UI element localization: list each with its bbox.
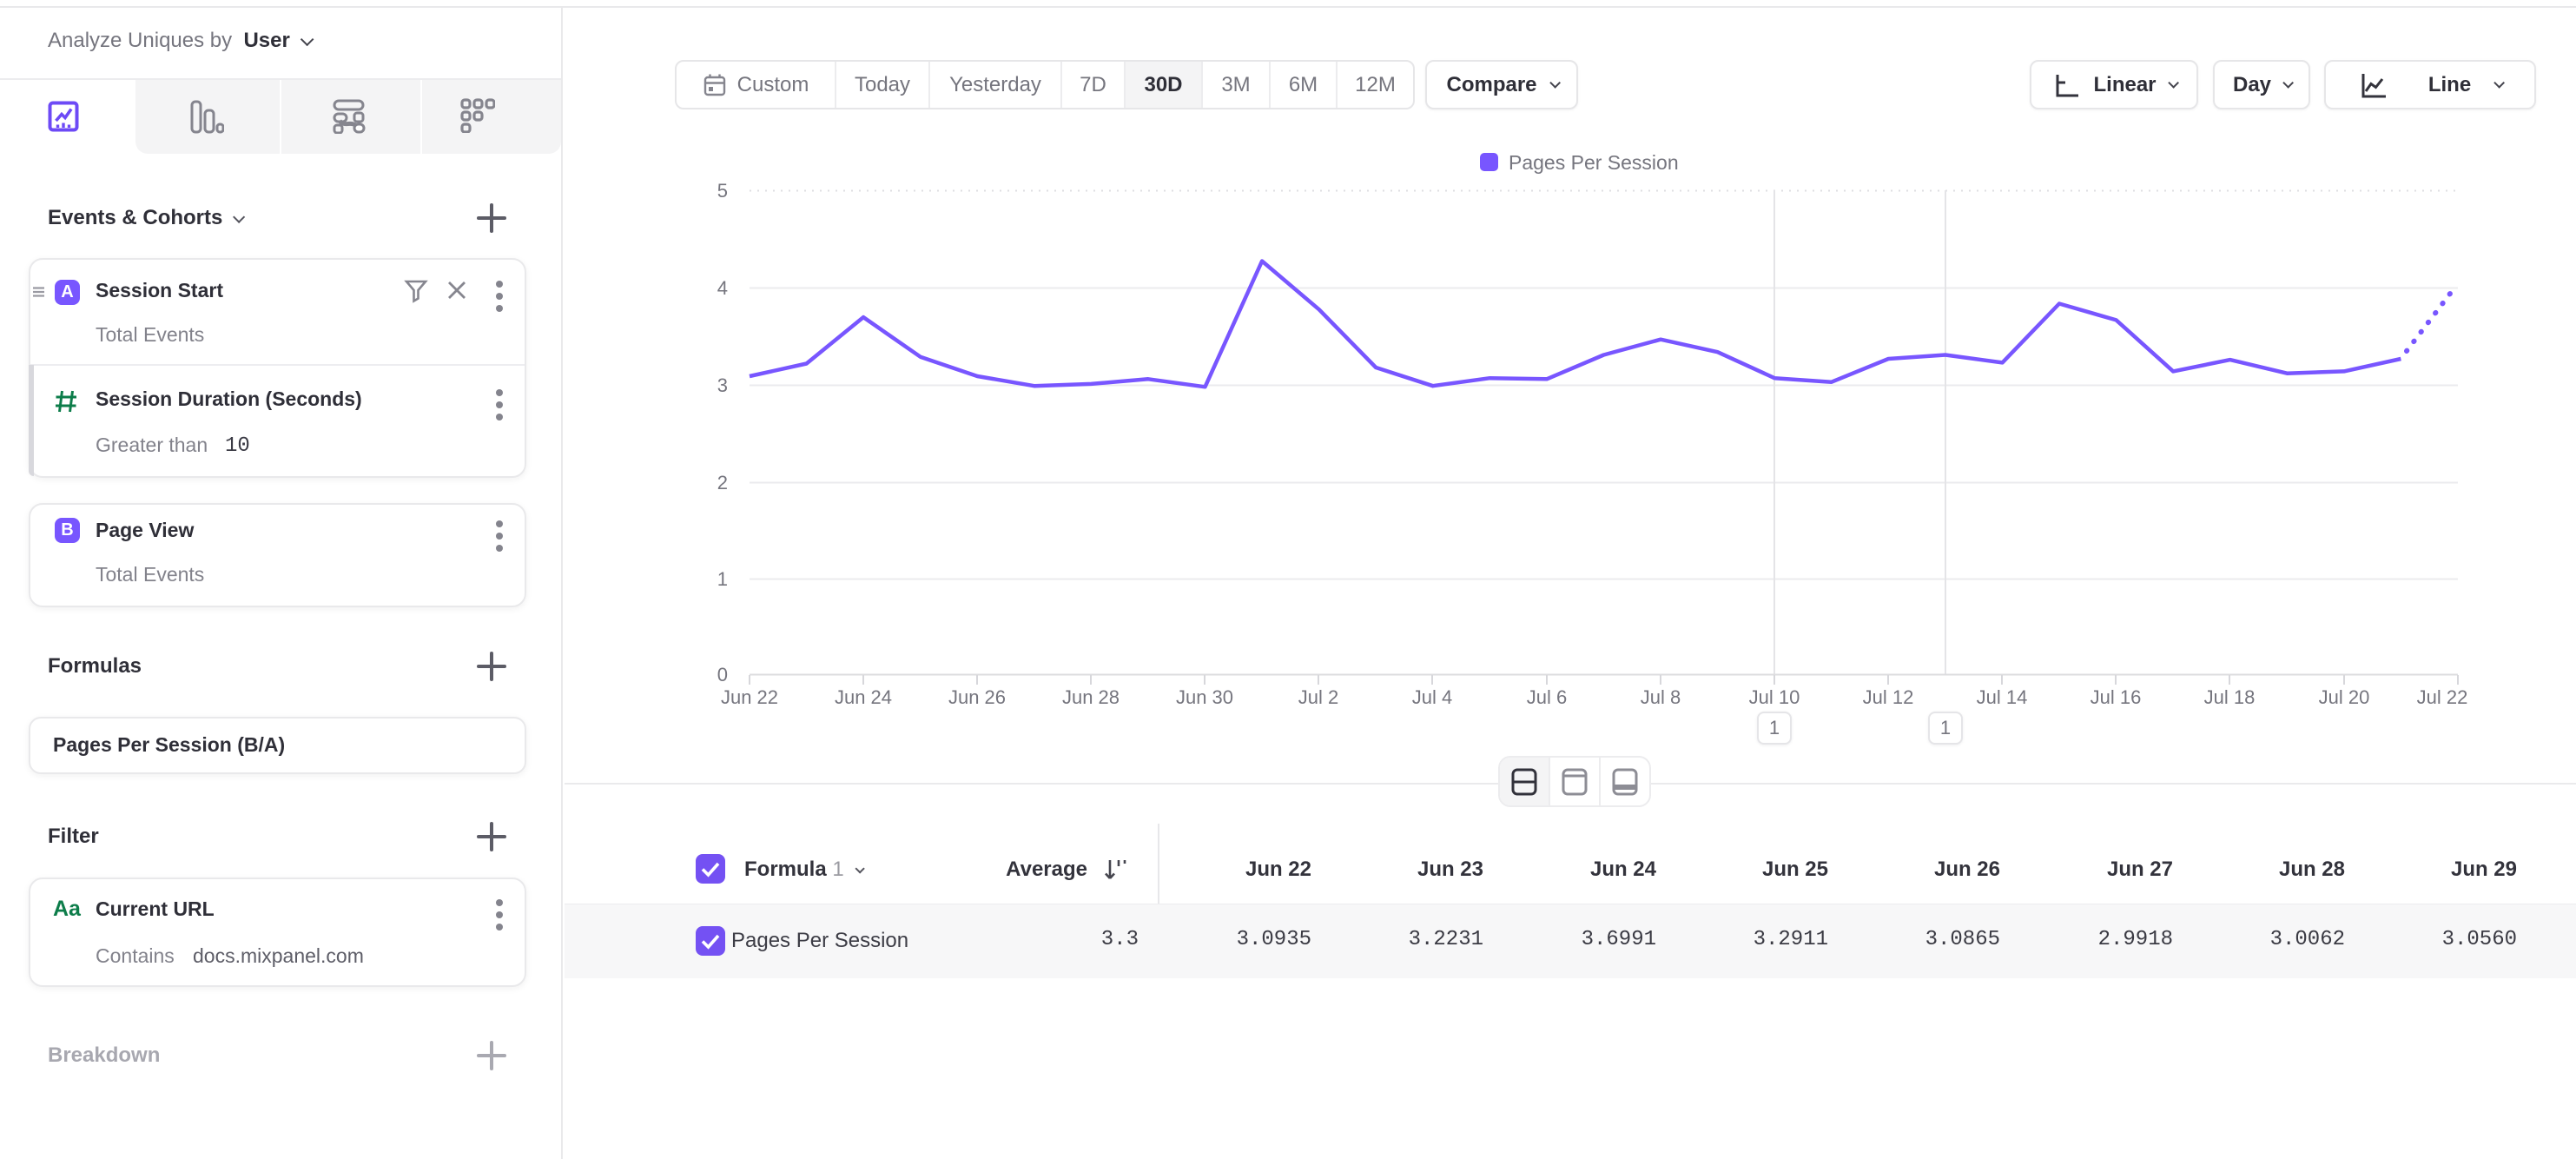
svg-text:Jun 22: Jun 22 xyxy=(721,686,778,708)
svg-text:Jul 22: Jul 22 xyxy=(2417,686,2468,708)
svg-text:Jul 4: Jul 4 xyxy=(1412,686,1452,708)
svg-text:3: 3 xyxy=(717,374,728,396)
svg-text:Jul 10: Jul 10 xyxy=(1749,686,1800,708)
svg-text:2: 2 xyxy=(717,472,728,493)
svg-text:Jul 14: Jul 14 xyxy=(1977,686,2028,708)
svg-text:Jun 28: Jun 28 xyxy=(1062,686,1120,708)
svg-text:Jun 30: Jun 30 xyxy=(1176,686,1233,708)
svg-text:5: 5 xyxy=(717,180,728,202)
svg-text:Jun 24: Jun 24 xyxy=(835,686,892,708)
svg-text:Jul 12: Jul 12 xyxy=(1863,686,1914,708)
svg-text:Jun 26: Jun 26 xyxy=(948,686,1006,708)
svg-text:Jul 16: Jul 16 xyxy=(2091,686,2142,708)
svg-text:Jul 18: Jul 18 xyxy=(2204,686,2256,708)
svg-text:Jul 6: Jul 6 xyxy=(1527,686,1567,708)
svg-text:4: 4 xyxy=(717,277,728,299)
svg-text:Jul 20: Jul 20 xyxy=(2319,686,2370,708)
svg-text:Pages Per Session: Pages Per Session xyxy=(1509,151,1679,174)
svg-text:Jul 2: Jul 2 xyxy=(1298,686,1338,708)
svg-text:Jul 8: Jul 8 xyxy=(1641,686,1681,708)
svg-text:1: 1 xyxy=(717,568,728,590)
svg-text:0: 0 xyxy=(717,664,728,685)
